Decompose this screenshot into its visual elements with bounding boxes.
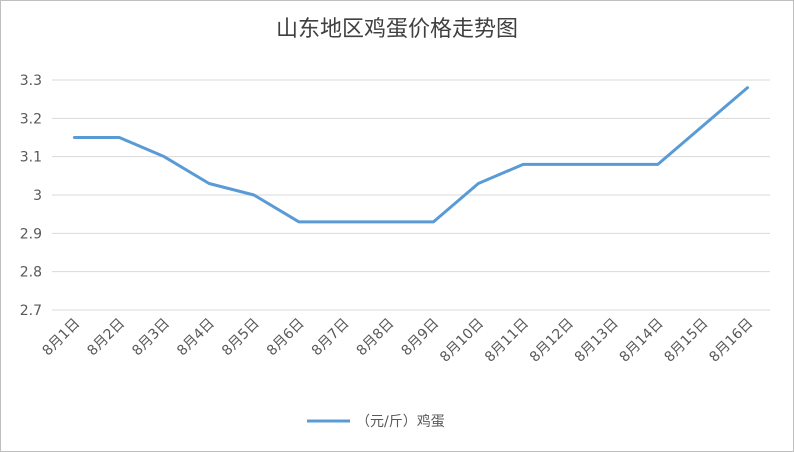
y-tick-label: 3 <box>33 188 42 204</box>
y-tick-label: 3.1 <box>20 150 42 166</box>
chart-title: 山东地区鸡蛋价格走势图 <box>276 17 518 42</box>
y-tick-label: 2.7 <box>20 303 42 319</box>
y-tick-label: 2.8 <box>20 265 42 281</box>
y-tick-label: 3.3 <box>20 73 42 89</box>
y-tick-label: 2.9 <box>20 226 42 242</box>
line-series <box>72 86 750 224</box>
legend-label: （元/斤）鸡蛋 <box>356 413 445 430</box>
y-tick-label: 3.2 <box>20 111 42 127</box>
